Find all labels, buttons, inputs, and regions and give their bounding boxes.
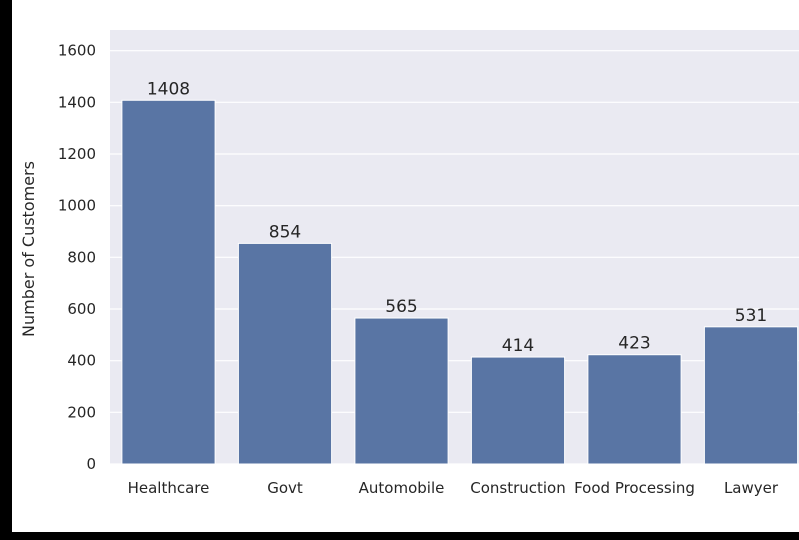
x-tick-label: Lawyer (724, 479, 779, 497)
data-label: 565 (385, 297, 417, 317)
data-label: 854 (269, 222, 301, 242)
gridlines (110, 50, 799, 465)
y-tick-label: 1600 (58, 42, 96, 60)
bar (121, 99, 216, 465)
bar (354, 317, 449, 465)
y-tick-label: 1400 (58, 93, 96, 111)
x-tick-label: Construction (470, 479, 566, 497)
y-tick-label: 400 (67, 352, 96, 370)
x-tick-label: Food Processing (574, 479, 695, 497)
bar (587, 354, 682, 465)
data-label: 423 (618, 334, 650, 354)
y-axis-label: Number of Customers (19, 161, 38, 337)
data-label: 414 (502, 336, 534, 356)
y-tick-label: 0 (86, 455, 96, 473)
y-axis-ticks: 0 200 400 600 800 1000 1200 1400 1600 (58, 42, 96, 473)
data-labels: 1408 854 565 414 423 531 (147, 79, 767, 356)
x-tick-label: Automobile (359, 479, 445, 497)
y-tick-label: 600 (67, 300, 96, 318)
bar (470, 356, 566, 465)
y-tick-label: 1000 (58, 197, 96, 215)
y-tick-label: 1200 (58, 145, 96, 163)
bar (237, 242, 333, 465)
x-axis-ticks: Healthcare Govt Automobile Construction Food… (128, 479, 779, 497)
x-tick-label: Govt (267, 479, 303, 497)
bar-chart: 0 200 400 600 800 1000 1200 1400 1600 1408 854 565… (19, 30, 799, 497)
bar (703, 326, 799, 465)
y-tick-label: 200 (67, 403, 96, 421)
data-label: 531 (735, 306, 767, 326)
x-tick-label: Healthcare (128, 479, 210, 497)
bars (121, 99, 799, 465)
figure: 0 200 400 600 800 1000 1200 1400 1600 1408 854 565… (12, 0, 799, 532)
data-label: 1408 (147, 79, 190, 99)
y-tick-label: 800 (67, 248, 96, 266)
